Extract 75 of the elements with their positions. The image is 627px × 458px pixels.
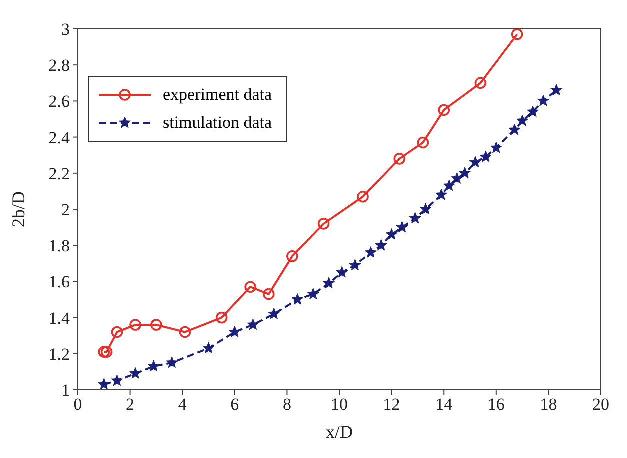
point bbox=[364, 246, 377, 258]
point bbox=[150, 319, 162, 331]
point bbox=[516, 114, 529, 126]
x-tick-label: 14 bbox=[436, 395, 454, 414]
y-tick-label: 2 bbox=[62, 200, 70, 220]
point bbox=[111, 374, 124, 386]
point bbox=[490, 142, 502, 154]
x-tick-label: 6 bbox=[230, 395, 240, 414]
point bbox=[336, 266, 348, 278]
point bbox=[474, 77, 487, 90]
point bbox=[511, 29, 524, 40]
point bbox=[286, 250, 298, 262]
point bbox=[268, 308, 280, 320]
x-tick-label: 20 bbox=[592, 395, 610, 414]
legend-label: stimulation data bbox=[163, 113, 272, 133]
point bbox=[394, 153, 406, 165]
y-tick-label: 2.2 bbox=[48, 164, 70, 184]
point bbox=[130, 319, 142, 331]
y-tick-label: 2.6 bbox=[48, 92, 70, 112]
point bbox=[166, 356, 178, 368]
point bbox=[98, 346, 110, 358]
point bbox=[98, 378, 110, 390]
x-tick-label: 12 bbox=[383, 395, 400, 414]
x-tick-label: 2 bbox=[126, 395, 135, 414]
point bbox=[420, 203, 432, 215]
x-tick-label: 16 bbox=[488, 395, 505, 414]
y-tick-label: 3 bbox=[62, 20, 70, 40]
x-tick-label: 4 bbox=[178, 395, 188, 414]
point bbox=[100, 346, 113, 358]
point bbox=[323, 277, 335, 289]
point bbox=[386, 228, 398, 240]
point bbox=[202, 342, 215, 354]
legend-label: experiment data bbox=[163, 85, 272, 105]
point bbox=[318, 218, 330, 230]
point bbox=[307, 288, 320, 300]
point bbox=[459, 167, 471, 179]
point bbox=[538, 94, 550, 106]
y-tick-label: 1.2 bbox=[48, 344, 70, 364]
point bbox=[443, 180, 456, 192]
point bbox=[244, 281, 256, 294]
point bbox=[228, 326, 241, 338]
point bbox=[292, 294, 304, 305]
point bbox=[130, 368, 142, 379]
y-tick-label: 1.6 bbox=[48, 272, 70, 292]
point bbox=[179, 326, 192, 338]
point bbox=[262, 288, 275, 300]
point bbox=[396, 221, 408, 233]
x-tick-label: 8 bbox=[282, 395, 292, 414]
point bbox=[247, 318, 260, 330]
point bbox=[451, 172, 464, 184]
point bbox=[357, 190, 369, 203]
y-tick-label: 2.4 bbox=[48, 128, 70, 148]
point bbox=[349, 259, 362, 271]
point bbox=[409, 212, 422, 224]
point bbox=[508, 124, 521, 136]
point bbox=[148, 360, 160, 372]
y-tick-label: 2.8 bbox=[48, 56, 70, 76]
y-tick-label: 1.4 bbox=[48, 308, 70, 328]
y-tick-label: 1 bbox=[62, 381, 70, 400]
y-axis-title: 2b/D bbox=[8, 192, 28, 228]
point bbox=[470, 156, 482, 168]
x-tick-label: 0 bbox=[74, 395, 82, 414]
y-tick-label: 1.8 bbox=[48, 236, 70, 256]
point bbox=[436, 188, 448, 200]
point bbox=[480, 150, 492, 162]
x-tick-label: 10 bbox=[331, 395, 348, 414]
point bbox=[375, 239, 388, 251]
point bbox=[417, 136, 430, 149]
point bbox=[438, 104, 450, 116]
point bbox=[111, 326, 124, 338]
point bbox=[550, 84, 562, 96]
x-tick-label: 18 bbox=[540, 395, 558, 414]
point bbox=[527, 106, 539, 118]
point bbox=[216, 312, 228, 324]
x-axis-title: x/D bbox=[326, 422, 353, 442]
